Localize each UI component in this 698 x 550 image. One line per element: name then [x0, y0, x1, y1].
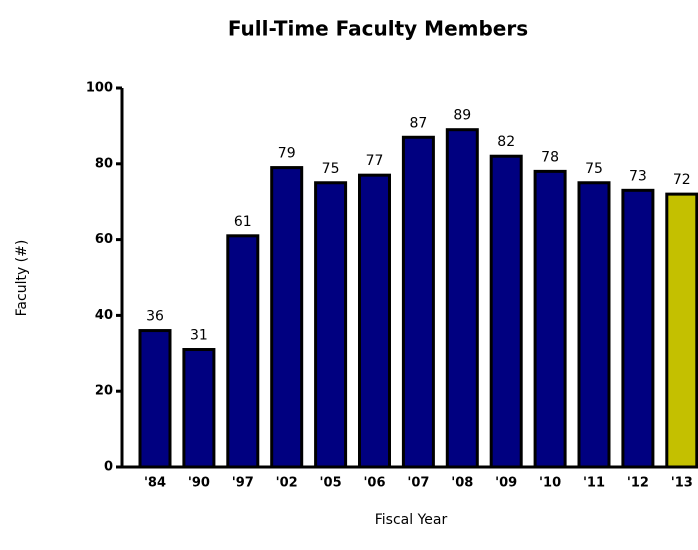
- value-label: 61: [234, 214, 252, 230]
- x-tick-label: '90: [188, 476, 210, 491]
- value-label: 75: [585, 161, 603, 177]
- bar: [182, 348, 216, 469]
- x-tick-label: '11: [583, 476, 605, 491]
- bar: [401, 135, 435, 469]
- bar: [138, 329, 172, 469]
- bar: [665, 192, 698, 469]
- bar: [226, 234, 260, 469]
- chart-title: Full-Time Faculty Members: [228, 17, 528, 41]
- x-tick-label: '13: [671, 476, 693, 491]
- y-tick-label: 20: [95, 384, 113, 399]
- bar: [314, 181, 348, 469]
- value-label: 72: [673, 172, 691, 188]
- value-label: 87: [409, 115, 427, 131]
- value-label: 75: [322, 161, 340, 177]
- value-label: 31: [190, 328, 208, 344]
- y-tick-label: 80: [95, 156, 113, 171]
- x-tick-label: '08: [451, 476, 473, 491]
- y-tick-label: 0: [104, 460, 113, 475]
- x-tick-label: '09: [495, 476, 517, 491]
- value-label: 82: [497, 134, 515, 150]
- x-tick-label: '06: [363, 476, 385, 491]
- value-label: 89: [453, 108, 471, 124]
- value-label: 77: [366, 153, 384, 169]
- x-tick-label: '05: [320, 476, 342, 491]
- value-label: 73: [629, 168, 647, 184]
- bar: [489, 154, 523, 469]
- bar: [358, 173, 391, 469]
- bar: [445, 128, 479, 469]
- bar: [577, 181, 611, 469]
- x-tick-label: '12: [627, 476, 649, 491]
- x-tick-label: '97: [232, 476, 254, 491]
- y-tick-label: 100: [86, 81, 113, 96]
- bar: [270, 166, 304, 469]
- value-label: 78: [541, 149, 559, 165]
- x-tick-label: '84: [144, 476, 166, 491]
- x-tick-label: '10: [539, 476, 561, 491]
- x-tick-label: '02: [276, 476, 298, 491]
- value-label: 79: [278, 146, 296, 162]
- bar: [621, 188, 655, 469]
- x-tick-label: '07: [407, 476, 429, 491]
- value-label: 36: [146, 309, 164, 325]
- y-tick-label: 60: [95, 232, 113, 247]
- y-axis-label: Faculty (#): [14, 240, 30, 317]
- x-axis-label: Fiscal Year: [375, 512, 448, 528]
- bar: [533, 169, 567, 469]
- y-tick-label: 40: [95, 308, 113, 323]
